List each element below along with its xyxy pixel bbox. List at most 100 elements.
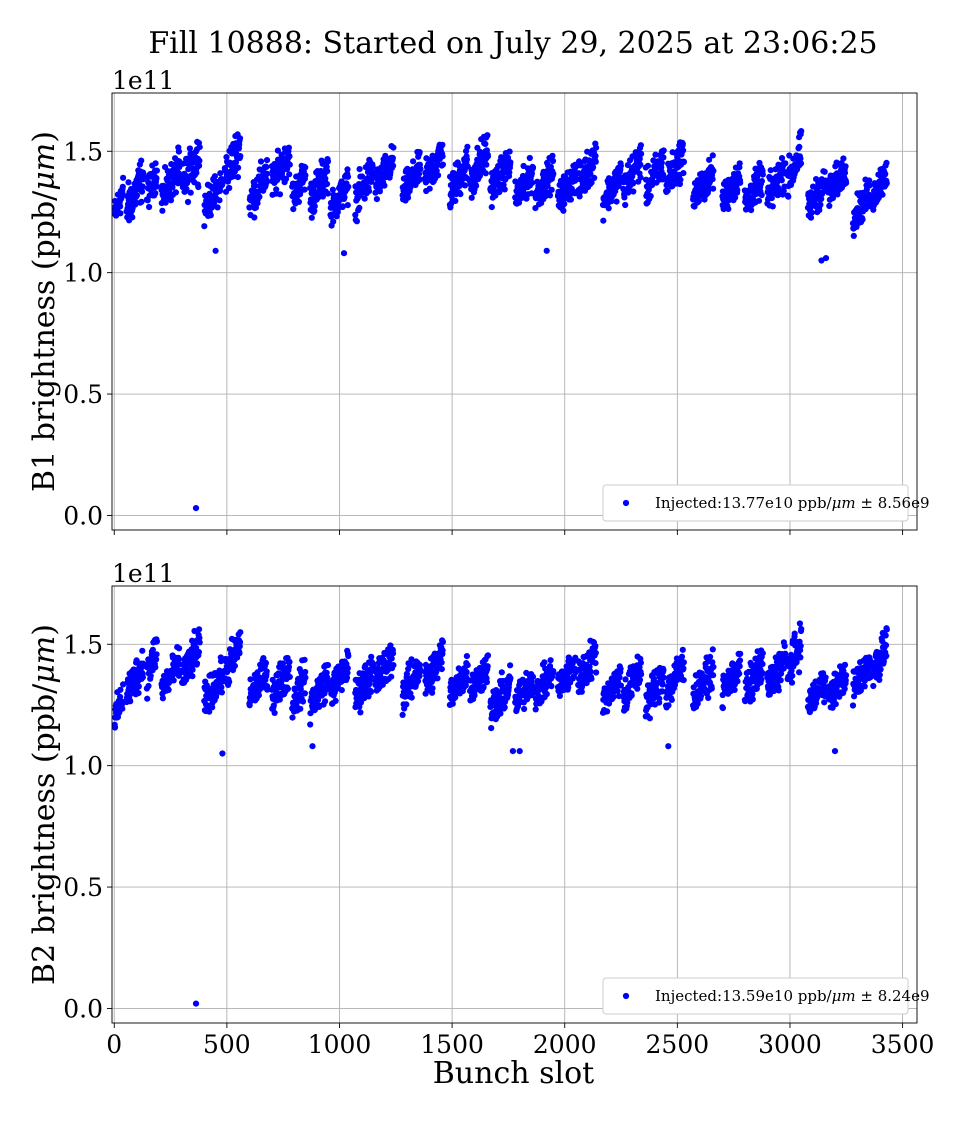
data-point	[841, 685, 848, 693]
data-point	[185, 166, 192, 173]
data-point	[175, 148, 182, 155]
data-point	[782, 160, 789, 167]
data-point	[592, 649, 599, 657]
data-point	[883, 180, 890, 187]
data-point	[196, 144, 203, 151]
data-point	[488, 204, 495, 211]
data-point	[439, 647, 446, 654]
data-point	[529, 164, 537, 171]
data-point	[170, 677, 177, 684]
data-point	[255, 692, 262, 699]
data-point	[883, 626, 890, 633]
data-point	[319, 193, 326, 200]
data-point	[356, 166, 363, 173]
data-point	[532, 706, 539, 713]
data-point	[119, 705, 126, 712]
data-point	[587, 170, 594, 177]
data-point	[120, 174, 127, 181]
data-point	[388, 673, 395, 680]
data-point	[263, 164, 270, 171]
data-point	[285, 144, 292, 151]
data-point	[257, 158, 265, 165]
data-point	[577, 162, 584, 169]
y-offset-label: 1e11	[112, 66, 175, 95]
data-point	[810, 183, 817, 190]
data-point	[308, 214, 315, 221]
y-axis-label-text: B1 brightness (ppb/	[27, 190, 62, 492]
data-point-outlier	[543, 247, 550, 254]
data-point	[449, 700, 456, 707]
data-point	[147, 672, 154, 680]
data-point	[193, 169, 200, 176]
data-point	[637, 659, 645, 666]
chart-title: Fill 10888: Started on July 29, 2025 at …	[148, 26, 877, 61]
data-point	[301, 656, 308, 663]
data-point	[659, 681, 666, 688]
data-point	[273, 186, 280, 193]
data-point	[498, 669, 505, 676]
data-point	[117, 693, 124, 701]
data-point	[656, 695, 663, 702]
data-point	[323, 180, 331, 188]
data-point	[798, 128, 805, 135]
data-point	[484, 652, 492, 659]
legend-label-prefix: Injected:13.59e10 ppb/	[655, 987, 833, 1005]
data-point	[144, 695, 151, 702]
data-point	[782, 650, 789, 657]
data-point	[138, 157, 145, 164]
data-point	[488, 725, 495, 732]
data-point	[381, 182, 388, 189]
data-point	[637, 161, 644, 168]
data-point	[483, 679, 490, 686]
data-point	[709, 152, 716, 159]
data-point	[859, 216, 866, 223]
data-point	[282, 175, 290, 182]
data-point	[289, 714, 296, 721]
data-point	[843, 179, 850, 187]
data-point	[324, 190, 331, 197]
data-point	[622, 201, 629, 209]
data-point	[561, 200, 568, 208]
data-point	[112, 724, 119, 731]
data-point	[344, 665, 351, 672]
data-point-outlier	[309, 743, 316, 750]
data-point	[797, 642, 804, 650]
data-point	[302, 172, 309, 179]
data-point	[576, 193, 583, 200]
data-point	[709, 646, 716, 653]
data-point	[330, 218, 337, 225]
data-point	[324, 168, 331, 175]
data-point	[484, 663, 491, 670]
data-point	[146, 203, 153, 211]
x-tick-label: 0	[106, 1030, 122, 1059]
top-scatter-points	[112, 128, 890, 512]
data-point	[135, 683, 142, 690]
data-point	[152, 664, 159, 671]
data-point	[455, 162, 463, 169]
data-point	[628, 692, 635, 699]
data-point	[832, 701, 839, 708]
data-point	[145, 682, 152, 690]
data-point	[184, 198, 192, 206]
data-point	[736, 657, 744, 664]
data-point	[237, 153, 244, 160]
data-point	[798, 625, 805, 633]
data-point	[548, 683, 555, 690]
data-point	[749, 690, 756, 698]
data-point	[195, 183, 202, 191]
data-point	[680, 147, 687, 154]
data-point	[235, 164, 242, 171]
data-point	[339, 203, 346, 210]
data-point	[461, 182, 469, 189]
data-point	[704, 188, 712, 195]
data-point	[841, 169, 849, 176]
data-point	[301, 186, 308, 193]
data-point	[592, 642, 599, 650]
data-point	[758, 191, 765, 199]
x-tick-label: 3500	[871, 1030, 935, 1059]
data-point	[506, 148, 513, 155]
data-point	[361, 195, 368, 202]
data-point	[153, 183, 160, 190]
y-axis-label-text: B2 brightness (ppb/	[27, 683, 62, 985]
data-point	[435, 172, 442, 179]
